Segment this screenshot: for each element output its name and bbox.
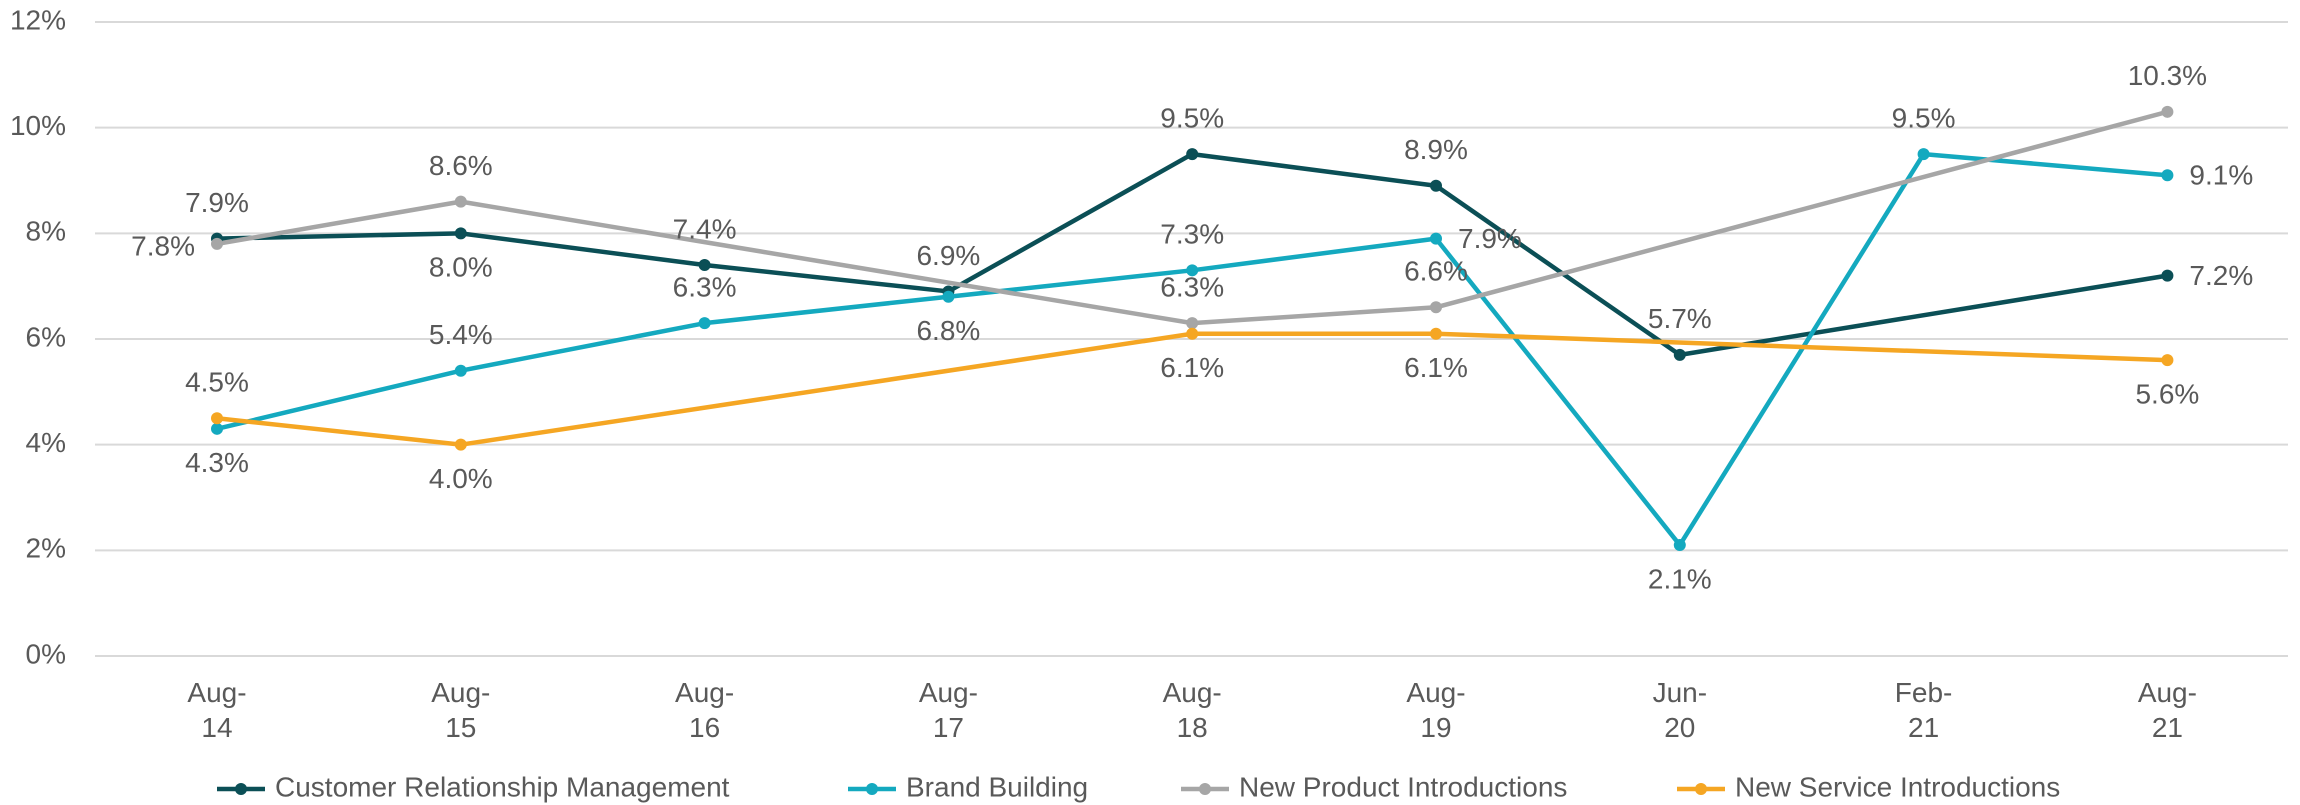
series-line — [216, 151, 2168, 358]
data-point — [698, 317, 711, 330]
data-label: 4.0% — [429, 463, 493, 494]
data-point — [211, 237, 223, 250]
data-label: 4.3% — [185, 447, 249, 478]
data-label: 9.1% — [2189, 160, 2253, 191]
data-label: 6.1% — [1404, 352, 1468, 383]
legend-marker — [1199, 783, 1211, 795]
data-label: 6.9% — [916, 240, 980, 271]
x-tick-label: Aug-19 — [1406, 677, 1466, 743]
y-tick-label: 8% — [26, 216, 66, 247]
y-tick-label: 0% — [26, 638, 66, 669]
data-point — [1673, 348, 1686, 361]
y-tick-label: 12% — [10, 4, 66, 35]
data-label: 8.9% — [1404, 134, 1468, 165]
data-label: 5.4% — [429, 319, 493, 350]
y-tick-label: 10% — [10, 110, 66, 141]
data-point — [2161, 169, 2174, 182]
data-point — [1186, 148, 1199, 161]
data-label: 6.3% — [1160, 272, 1224, 303]
data-label: 6.8% — [916, 315, 980, 346]
data-point — [942, 290, 955, 303]
data-label: 8.6% — [429, 150, 493, 181]
data-point — [1430, 179, 1442, 192]
data-label: 4.5% — [185, 367, 249, 398]
data-label: 8.0% — [429, 252, 493, 283]
data-point — [698, 259, 711, 272]
data-label: 5.6% — [2135, 379, 2199, 410]
x-tick-label: Aug-16 — [675, 677, 735, 743]
data-point — [454, 195, 467, 208]
legend-marker — [235, 783, 247, 795]
data-point — [2161, 269, 2174, 282]
data-label: 2.1% — [1648, 563, 1712, 594]
data-label: 6.3% — [673, 272, 737, 303]
legend-label: New Product Introductions — [1239, 771, 1567, 802]
data-label: 7.4% — [673, 213, 737, 244]
data-label: 6.1% — [1160, 352, 1224, 383]
data-point — [211, 412, 223, 425]
data-label: 7.9% — [1458, 223, 1522, 254]
data-label: 9.5% — [1160, 102, 1224, 133]
data-point — [1917, 148, 1930, 161]
data-point — [211, 422, 223, 435]
data-point — [1186, 327, 1199, 340]
data-point — [1186, 264, 1199, 277]
legend-marker — [1695, 783, 1707, 795]
x-tick-label: Aug-14 — [187, 677, 247, 743]
data-point — [1673, 539, 1686, 552]
x-tick-label: Aug-21 — [2137, 677, 2197, 743]
x-tick-label: Feb-21 — [1894, 677, 1953, 743]
x-tick-label: Aug-17 — [918, 677, 978, 743]
series-line — [216, 331, 2168, 447]
data-label: 7.3% — [1160, 219, 1224, 250]
x-tick-label: Jun-20 — [1652, 677, 1708, 743]
data-label: 7.2% — [2189, 260, 2253, 291]
x-tick-label: Aug-18 — [1162, 677, 1222, 743]
y-tick-label: 2% — [26, 533, 66, 564]
legend-label: Brand Building — [906, 771, 1088, 802]
data-label: 5.7% — [1648, 303, 1712, 334]
data-point — [454, 438, 467, 451]
data-point — [1430, 301, 1442, 314]
y-tick-label: 4% — [26, 427, 66, 458]
data-label: 6.6% — [1404, 256, 1468, 287]
data-label: 7.9% — [185, 187, 249, 218]
data-point — [1186, 317, 1199, 330]
data-point — [1430, 327, 1442, 340]
data-label: 7.8% — [131, 230, 195, 261]
data-point — [454, 364, 467, 377]
data-point — [1430, 232, 1442, 245]
data-point — [2161, 105, 2174, 118]
legend-marker — [866, 783, 878, 795]
y-tick-label: 6% — [26, 321, 66, 352]
data-point — [2161, 354, 2174, 367]
data-label: 10.3% — [2128, 60, 2207, 91]
legend-label: New Service Introductions — [1735, 771, 2060, 802]
data-label: 9.5% — [1892, 102, 1956, 133]
data-point — [454, 227, 467, 240]
legend-label: Customer Relationship Management — [275, 771, 730, 802]
x-tick-label: Aug-15 — [431, 677, 491, 743]
